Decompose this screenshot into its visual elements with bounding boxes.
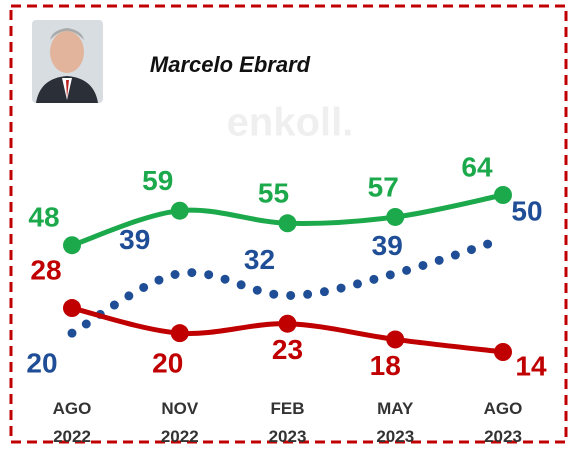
x-tick-line: 2022 [161,427,199,446]
point [170,201,189,220]
value-label: 64 [461,151,493,182]
value-label: 32 [244,244,275,275]
x-tick-label: AGO 2022 [53,399,92,446]
value-label: 48 [28,202,59,233]
x-tick-line: 2023 [484,427,522,446]
point [386,330,405,349]
value-label: 50 [511,195,542,226]
chart-title: Marcelo Ebrard [150,52,311,77]
x-tick-line: 2023 [269,427,307,446]
point [494,186,512,204]
value-label: 39 [119,224,150,255]
point [386,207,405,226]
point [278,314,297,333]
x-tick-label: MAY 2023 [376,399,414,446]
x-tick-label: FEB 2023 [269,399,307,446]
point [63,299,81,318]
value-label: 20 [152,348,183,379]
value-label: 28 [30,254,61,285]
photo [32,20,103,103]
x-tick-line: 2022 [53,427,91,446]
point [278,214,297,233]
series-line [67,234,508,338]
point [494,343,512,361]
value-label: 39 [372,230,403,261]
x-tick-line: AGO [53,399,92,418]
value-label: 57 [368,171,399,202]
x-tick-line: NOV [161,399,199,418]
watermark: enkoll. [227,101,354,145]
point [63,236,81,255]
value-label: 55 [258,178,289,209]
point [170,324,189,343]
value-label: 59 [142,165,173,196]
x-tick-line: 2023 [376,427,414,446]
x-tick-label: NOV 2022 [161,399,199,446]
x-tick-line: AGO [484,399,523,418]
value-label: 18 [370,350,401,381]
value-label: 14 [515,350,547,381]
value-label: 20 [26,348,57,379]
value-label: 23 [272,334,303,365]
x-tick-line: MAY [377,399,414,418]
frame [9,4,568,444]
x-tick-line: FEB [271,399,305,418]
x-tick-label: AGO 2023 [484,399,523,446]
